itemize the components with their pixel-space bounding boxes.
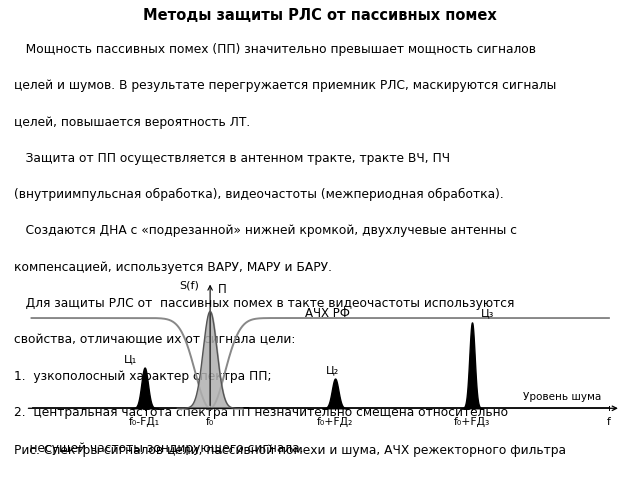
- Text: 2.  центральная частота спектра ПП незначительно смещена относительно: 2. центральная частота спектра ПП незнач…: [14, 406, 508, 419]
- Text: S(f): S(f): [180, 280, 200, 290]
- Text: Ц₂: Ц₂: [326, 365, 339, 375]
- Text: 1.  узкополосный характер спектра ПП;: 1. узкополосный характер спектра ПП;: [14, 370, 271, 383]
- Text: f₀: f₀: [206, 417, 214, 427]
- Text: Ц₁: Ц₁: [124, 354, 138, 364]
- Text: компенсацией, используется ВАРУ, МАРУ и БАРУ.: компенсацией, используется ВАРУ, МАРУ и …: [14, 261, 332, 274]
- Text: f₀-FД₁: f₀-FД₁: [129, 417, 160, 427]
- Text: f: f: [607, 417, 611, 427]
- Text: Уровень шума: Уровень шума: [523, 392, 601, 402]
- Text: Ц₃: Ц₃: [481, 308, 494, 318]
- Text: Для защиты РЛС от  пассивных помех в такте видеочастоты используются: Для защиты РЛС от пассивных помех в такт…: [14, 297, 515, 310]
- Text: целей и шумов. В результате перегружается приемник РЛС, маскируются сигналы: целей и шумов. В результате перегружаетс…: [14, 79, 556, 92]
- Text: АЧХ РФ: АЧХ РФ: [305, 307, 350, 320]
- Text: несущей частоты зондирующего сигнала.: несущей частоты зондирующего сигнала.: [14, 442, 303, 455]
- Text: Методы защиты РЛС от пассивных помех: Методы защиты РЛС от пассивных помех: [143, 8, 497, 23]
- Text: f₀+FД₃: f₀+FД₃: [454, 417, 490, 427]
- Text: Создаются ДНА с «подрезанной» нижней кромкой, двухлучевые антенны с: Создаются ДНА с «подрезанной» нижней кро…: [14, 225, 517, 238]
- Text: f₀+FД₂: f₀+FД₂: [317, 417, 353, 427]
- Text: П: П: [218, 283, 227, 296]
- Text: свойства, отличающие их от сигнала цели:: свойства, отличающие их от сигнала цели:: [14, 333, 296, 346]
- Text: (внутриимпульсная обработка), видеочастоты (межпериодная обработка).: (внутриимпульсная обработка), видеочасто…: [14, 188, 504, 201]
- Text: целей, повышается вероятность ЛТ.: целей, повышается вероятность ЛТ.: [14, 116, 250, 129]
- Text: Защита от ПП осуществляется в антенном тракте, тракте ВЧ, ПЧ: Защита от ПП осуществляется в антенном т…: [14, 152, 450, 165]
- Text: Мощность пассивных помех (ПП) значительно превышает мощность сигналов: Мощность пассивных помех (ПП) значительн…: [14, 43, 536, 56]
- Text: Рис. Спектры сигналов цели, пассивной помехи и шума, АЧХ режекторного фильтра: Рис. Спектры сигналов цели, пассивной по…: [14, 444, 566, 457]
